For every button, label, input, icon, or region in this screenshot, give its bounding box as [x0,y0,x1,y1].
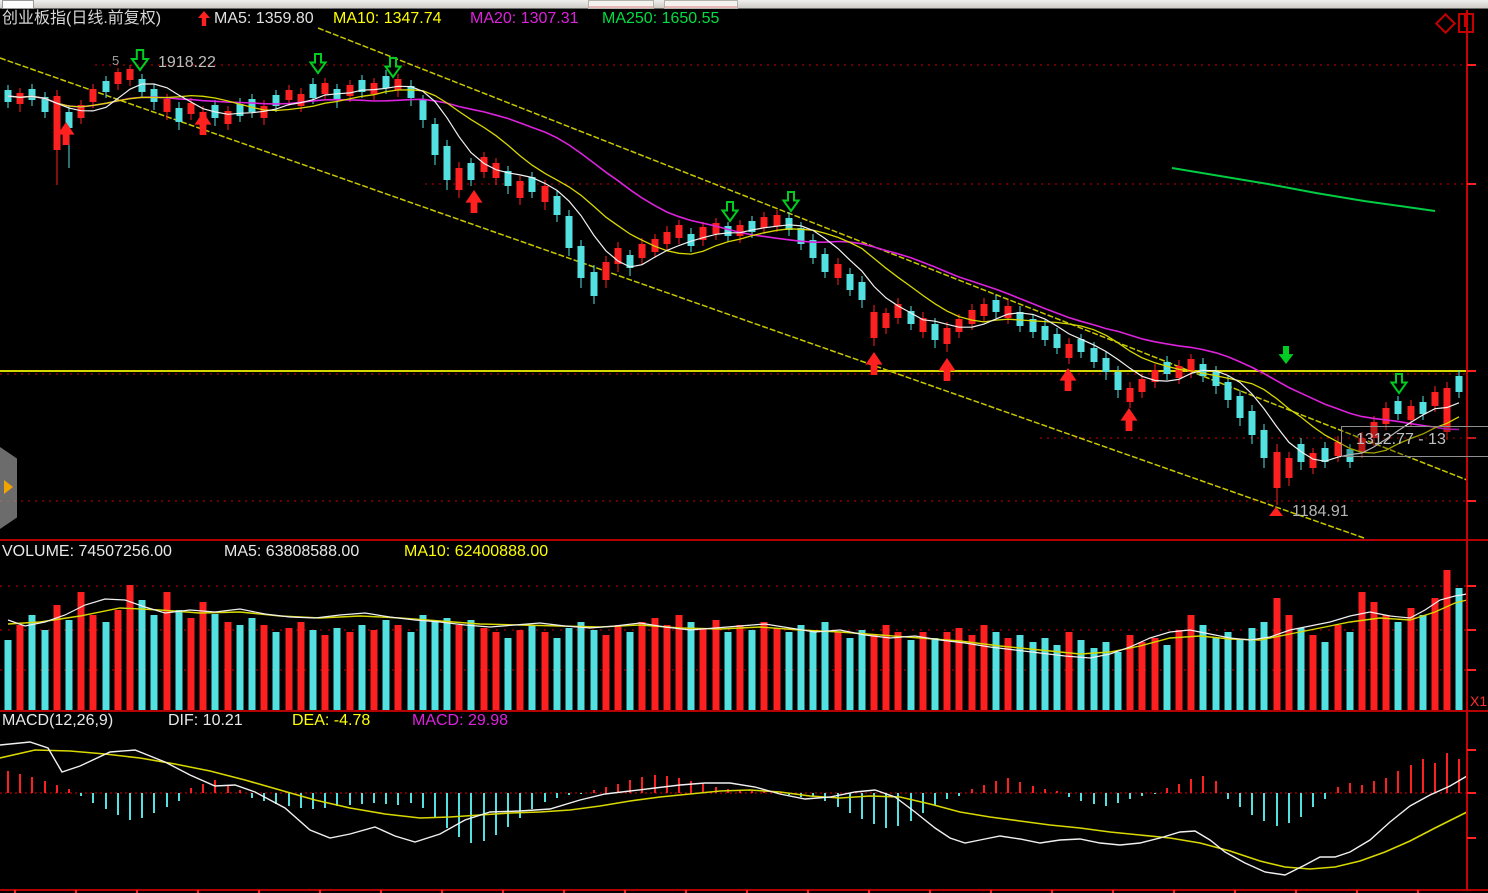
trendlines-layer [0,27,1468,539]
ma-lines-layer [7,83,1460,462]
frame-layer [0,10,1488,893]
ma20-value: MA20: 1307.31 [470,10,579,27]
window-icon[interactable] [1458,13,1474,33]
price-range-tooltip: 1312.77 - 13 [1341,426,1488,457]
signal-markers-layer [57,49,1409,516]
ma5-value: MA5: 1359.80 [214,10,314,27]
macd-name: MACD(12,26,9) [2,712,114,729]
high-price-label: 1918.22 [158,54,216,71]
price-range-text: 1312.77 - 13 [1356,431,1446,448]
menu-button-fragment-1[interactable] [588,0,654,9]
expand-handle[interactable] [0,447,17,529]
volume-ma10-value: MA10: 62400888.00 [404,543,549,560]
macd-value: MACD: 29.98 [412,712,509,729]
volume-layer [4,570,1468,710]
up-arrow-icon [198,11,210,26]
ma10-value: MA10: 1347.74 [333,10,442,27]
volume-value: VOLUME: 74507256.00 [2,543,172,560]
ma250-line [1171,167,1436,212]
menu-edit-box[interactable] [2,0,34,9]
candles-layer [4,65,1463,505]
macd-layer [0,741,1468,876]
volume-ma5-value: MA5: 63808588.00 [224,543,360,560]
chart-title: 创业板指(日线.前复权) [2,10,162,27]
volume-scale-label: X1 [1470,693,1488,709]
dif-value: DIF: 10.21 [168,712,243,729]
gridlines-layer [0,64,1467,794]
low-price-label: 1184.91 [1292,503,1349,520]
ma250-value: MA250: 1650.55 [602,10,720,27]
expand-arrow-icon [4,480,13,494]
diamond-icon[interactable] [1434,12,1457,35]
menu-button-fragment-2[interactable] [664,0,738,9]
marker-digit-label: 5 [112,53,120,68]
dea-value: DEA: -4.78 [292,712,371,729]
menu-bar[interactable] [0,0,1488,9]
